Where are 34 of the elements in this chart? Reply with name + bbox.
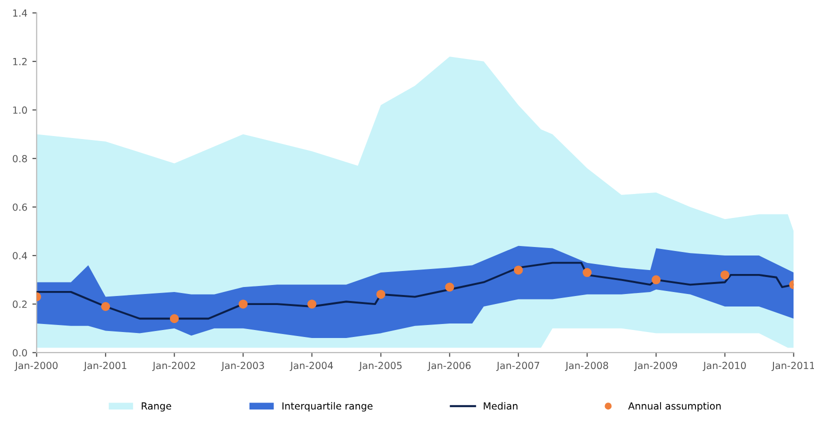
y-tick-label: 0.2: [12, 300, 27, 308]
x-tick-label: Jan-2004: [290, 362, 333, 371]
point: [307, 300, 316, 309]
y-tick-label: 1.2: [13, 58, 27, 66]
legend-label: Annual assumption: [628, 402, 721, 412]
y-tick-label: 1.4: [13, 10, 28, 17]
x-tick-label: Jan-2010: [702, 362, 746, 371]
y-tick-label: 1.0: [13, 106, 27, 114]
y-tick-label: 0.0: [12, 349, 27, 356]
point: [514, 266, 523, 275]
point: [238, 300, 248, 309]
point: [101, 302, 110, 311]
x-tick-label: Jan-2002: [152, 362, 195, 371]
x-tick-label: Jan-2005: [358, 362, 402, 371]
legend-label: Interquartile range: [282, 402, 373, 412]
point: [376, 290, 386, 299]
point: [652, 275, 661, 284]
point: [582, 268, 592, 278]
x-tick-label: Jan-2011: [772, 362, 814, 371]
legend-label: Range: [142, 402, 172, 412]
y-tick-label: 0.4: [12, 252, 28, 260]
legend-label: Median: [484, 402, 518, 410]
point: [445, 282, 454, 292]
x-tick-label: Jan-2007: [496, 362, 540, 371]
x-tick-label: Jan-2008: [565, 362, 608, 371]
x-tick-label: Jan-2000: [14, 362, 58, 371]
y-tick-label: 0.8: [12, 154, 27, 162]
x-tick-label: Jan-2001: [83, 362, 126, 371]
x-tick-label: Jan-2006: [427, 362, 471, 371]
x-tick-label: Jan-2009: [634, 362, 678, 371]
x-tick-label: Jan-2003: [221, 362, 264, 371]
point: [720, 270, 730, 280]
y-tick-label: 0.6: [12, 203, 27, 211]
point: [170, 314, 179, 324]
